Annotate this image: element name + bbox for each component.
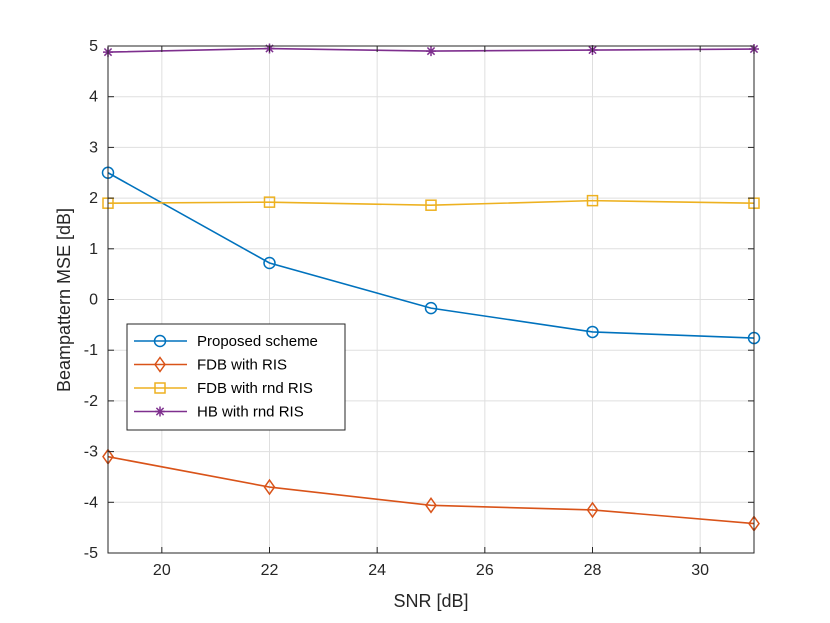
- x-tick-label: 22: [261, 562, 279, 579]
- data-point: [425, 497, 437, 514]
- y-tick-label: -5: [84, 545, 98, 562]
- legend-label: FDB with RIS: [197, 357, 287, 374]
- y-tick-label: -2: [84, 393, 98, 410]
- y-tick-label: -3: [84, 444, 98, 461]
- series-1: [102, 448, 760, 532]
- legend-label: FDB with rnd RIS: [197, 380, 313, 397]
- x-axis-label: SNR [dB]: [393, 591, 468, 611]
- legend-label: HB with rnd RIS: [197, 404, 304, 421]
- series-line: [107, 455, 755, 525]
- legend-entry: FDB with RIS: [134, 356, 287, 374]
- series-line: [107, 199, 755, 206]
- data-point: [425, 199, 437, 211]
- x-tick-label: 20: [153, 562, 171, 579]
- series-group: [101, 43, 761, 532]
- y-tick-label: -1: [84, 342, 98, 359]
- data-point: [263, 256, 276, 270]
- grid: [108, 45, 754, 554]
- legend-marker: [154, 356, 166, 373]
- data-point: [263, 196, 276, 208]
- y-tick-label: -4: [84, 494, 98, 511]
- y-tick-label: 2: [89, 190, 98, 207]
- series-line: [107, 172, 755, 339]
- data-point: [586, 325, 599, 339]
- legend-entry: Proposed scheme: [134, 333, 318, 350]
- legend-entry: FDB with rnd RIS: [134, 380, 313, 397]
- y-tick-label: 4: [89, 89, 98, 106]
- y-tick-label: 3: [89, 139, 98, 156]
- legend: Proposed scheme FDB with RIS FDB with rnd …: [126, 323, 346, 431]
- legend-marker: [154, 382, 166, 394]
- y-tick-label: 0: [89, 292, 98, 309]
- x-tick-label: 28: [584, 562, 602, 579]
- data-point: [586, 501, 599, 519]
- y-axis-label: Beampattern MSE [dB]: [54, 208, 74, 392]
- legend-entry: HB with rnd RIS: [134, 404, 304, 421]
- y-tick-label: 5: [89, 38, 98, 55]
- data-point: [426, 46, 436, 57]
- x-tick-label: 24: [368, 562, 386, 579]
- legend-marker: [155, 406, 165, 417]
- y-tick-label: 1: [89, 241, 98, 258]
- legend-label: Proposed scheme: [197, 333, 318, 350]
- x-tick-label: 26: [476, 562, 494, 579]
- data-point: [263, 478, 276, 496]
- x-tick-label: 30: [691, 562, 709, 579]
- legend-marker: [153, 334, 167, 348]
- ticks: 20 22 24 26 28 30 -5 -4 -3 -2 -1 0 1 2 3 4 5: [84, 38, 754, 579]
- data-point: [424, 301, 438, 315]
- data-point: [586, 194, 599, 207]
